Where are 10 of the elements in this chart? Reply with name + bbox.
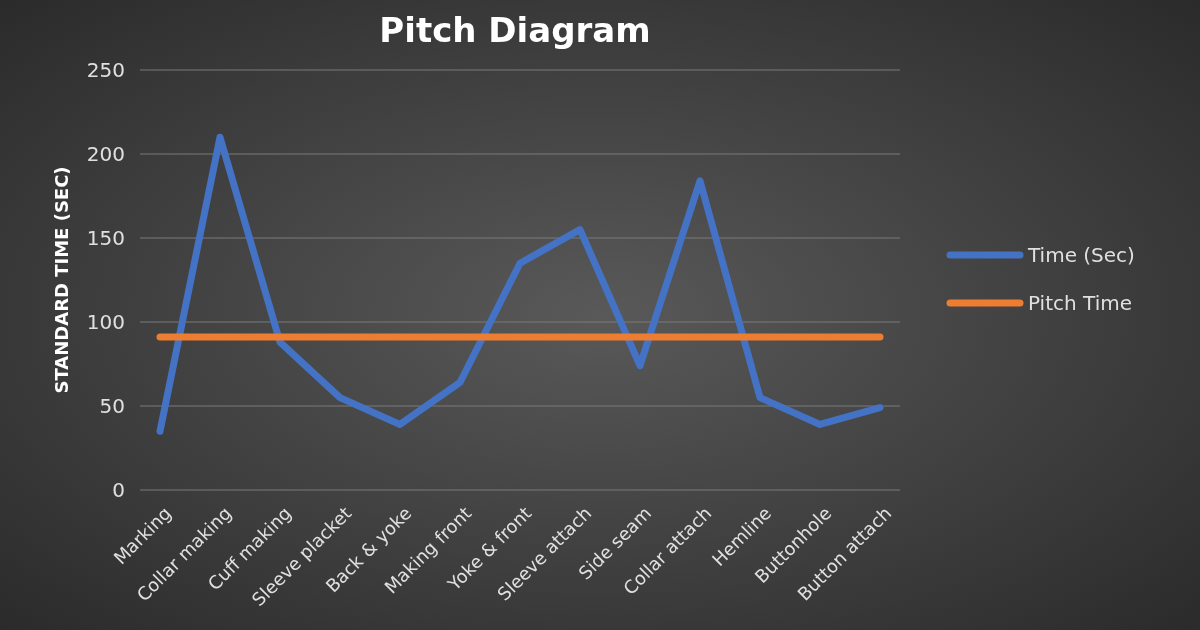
y-tick-label: 200	[86, 142, 125, 166]
chart-title: Pitch Diagram	[379, 10, 651, 50]
y-tick-label: 50	[99, 394, 125, 418]
y-axis-title: STANDARD TIME (SEC)	[51, 166, 72, 394]
y-tick-label: 0	[112, 478, 125, 502]
y-tick-label: 250	[86, 58, 125, 82]
legend-label: Pitch Time	[1028, 291, 1132, 315]
y-tick-label: 100	[86, 310, 125, 334]
legend-label: Time (Sec)	[1027, 243, 1135, 267]
y-tick-label: 150	[86, 226, 125, 250]
